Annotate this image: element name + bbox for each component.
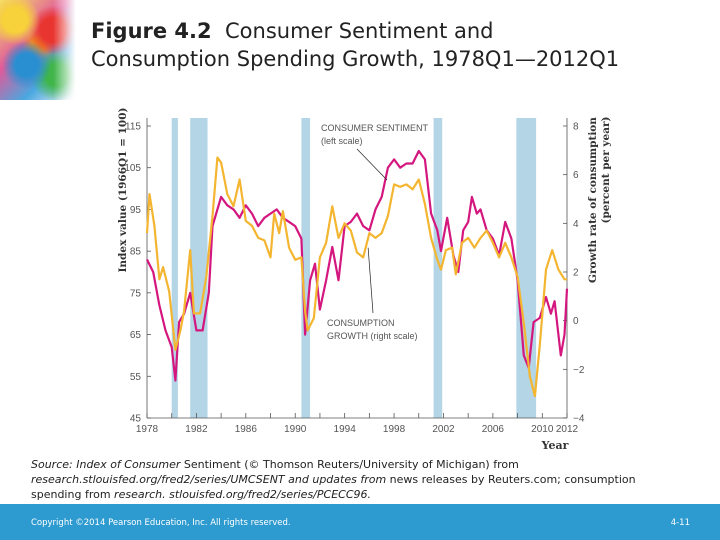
recession-band xyxy=(516,118,537,418)
source-url-pcecc96: research. stlouisfed.org/fred2/series/PC… xyxy=(114,488,372,501)
x-tick-label: 1986 xyxy=(235,424,258,435)
slide-title: Figure 4.2 Consumer Sentiment and Consum… xyxy=(91,17,619,73)
right-tick-label: 6 xyxy=(573,170,579,181)
consumption-annotation-line2: GROWTH (right scale) xyxy=(327,331,418,341)
left-tick-label: 115 xyxy=(125,122,141,133)
right-tick-label: 2 xyxy=(573,268,579,279)
x-tick-label: 2002 xyxy=(432,424,455,435)
sentiment-annotation-pointer xyxy=(356,148,388,181)
left-tick-label: 105 xyxy=(124,163,141,174)
source-text: Source: Index of Consumer xyxy=(31,458,181,471)
x-axis-title: Year xyxy=(541,439,569,452)
title-line-1: Consumer Sentiment and xyxy=(225,19,494,43)
copyright-text: Copyright ©2014 Pearson Education, Inc. … xyxy=(31,518,291,528)
right-tick-label: 8 xyxy=(573,122,579,133)
recession-band xyxy=(301,118,311,418)
recession-band xyxy=(433,118,443,418)
decorative-painting-image xyxy=(0,0,76,100)
left-tick-label: 65 xyxy=(130,330,142,341)
left-tick-label: 95 xyxy=(130,205,142,216)
x-tick-label: 1990 xyxy=(284,424,307,435)
source-text: news releases by Reuters.com; consumptio… xyxy=(386,473,636,486)
sentiment-annotation-line2: (left scale) xyxy=(321,136,363,146)
left-tick-label: 45 xyxy=(130,414,142,425)
source-text: spending from xyxy=(31,488,115,501)
sentiment-annotation-line1: CONSUMER SENTIMENT xyxy=(321,123,429,133)
figure-number: Figure 4.2 xyxy=(91,19,212,43)
x-tick-label: 1998 xyxy=(383,424,406,435)
consumption-growth-line xyxy=(145,156,567,398)
footer-bar: Copyright ©2014 Pearson Education, Inc. … xyxy=(0,504,720,540)
left-axis-title: Index value (1966Q1 = 100) xyxy=(117,108,129,273)
x-tick-label: 1982 xyxy=(185,424,208,435)
right-tick-label: −4 xyxy=(573,414,585,425)
slide-number: 4-11 xyxy=(670,518,690,528)
right-tick-label: 0 xyxy=(573,316,579,327)
source-url-umcsent: research.stlouisfed.org/fred2/series/UMC… xyxy=(31,473,387,486)
recession-band xyxy=(171,118,178,418)
x-tick-label: 1994 xyxy=(334,424,357,435)
right-axis-title-line2: (percent per year) xyxy=(600,116,612,223)
chart: 115 105 95 85 75 65 55 45 8 6 4 2 0 −2 −4 1978 1982 1986 1… xyxy=(117,108,612,453)
x-tick-label: 2012 xyxy=(556,424,579,435)
x-tick-label: 2006 xyxy=(482,424,505,435)
right-tick-label: −2 xyxy=(573,365,585,376)
consumption-annotation-pointer xyxy=(367,247,374,314)
left-tick-label: 75 xyxy=(130,288,142,299)
recession-band xyxy=(190,118,208,418)
source-text: Sentiment (© Thomson Reuters/University … xyxy=(180,458,519,471)
source-note: Source: Index of Consumer Sentiment (© T… xyxy=(31,457,701,502)
right-tick-label: 4 xyxy=(573,219,579,230)
consumption-annotation-line1: CONSUMPTION xyxy=(327,318,395,328)
left-tick-label: 85 xyxy=(130,247,142,258)
right-axis-title-line1: Growth rate of consumption xyxy=(587,117,599,283)
x-tick-label: 1978 xyxy=(136,424,159,435)
title-line-2: Consumption Spending Growth, 1978Q1—2012… xyxy=(91,47,620,71)
x-tick-label: 2010 xyxy=(531,424,554,435)
consumer-sentiment-line xyxy=(146,149,569,382)
left-tick-label: 55 xyxy=(130,372,142,383)
